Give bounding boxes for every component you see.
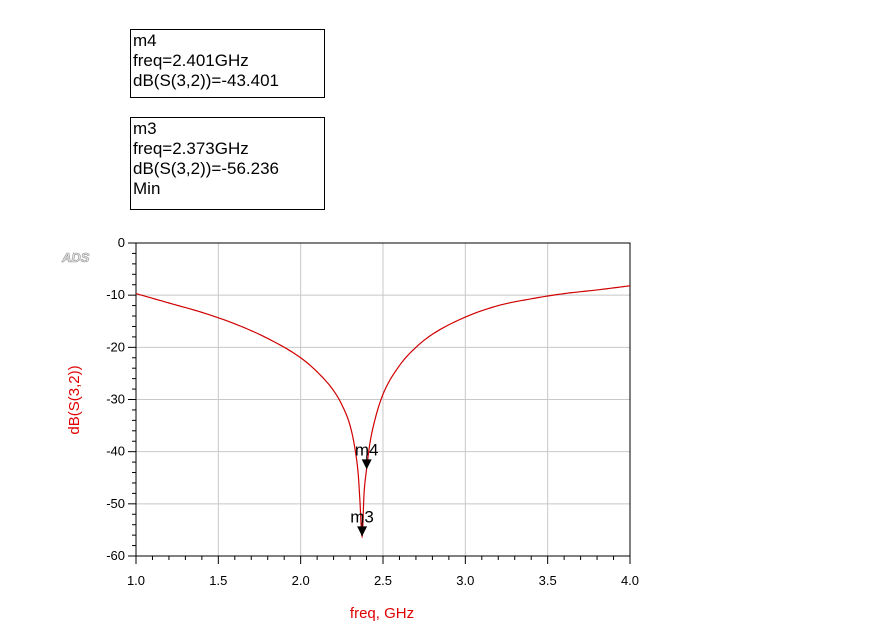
marker-symbols: m4 m3: [350, 440, 379, 537]
ads-logo: ADS: [61, 250, 90, 265]
marker-value: dB(S(3,2))=-56.236: [133, 159, 279, 178]
y-tick-label: -30: [106, 392, 125, 407]
marker-name: m4: [133, 31, 157, 50]
marker-label-m4: m4: [355, 440, 379, 459]
marker-name: m3: [133, 119, 157, 138]
x-axis-ticks: 1.0 1.5 2.0 2.5 3.0 3.5 4.0: [127, 556, 639, 588]
x-tick-label: 4.0: [621, 573, 639, 588]
x-tick-label: 1.0: [127, 573, 145, 588]
y-tick-label: -60: [106, 548, 125, 563]
y-tick-label: -10: [106, 287, 125, 302]
marker-readout-m3: m3 freq=2.373GHz dB(S(3,2))=-56.236 Min: [130, 117, 325, 210]
marker-note: Min: [133, 179, 161, 198]
y-axis-ticks: 0 -10 -20 -30 -40 -50 -60: [106, 235, 136, 563]
marker-readout-m4: m4 freq=2.401GHz dB(S(3,2))=-43.401: [130, 29, 325, 98]
y-axis-label: dB(S(3,2)): [66, 365, 83, 434]
y-tick-label: 0: [118, 235, 125, 250]
grid-lines: [135, 242, 631, 557]
x-axis-label: freq, GHz: [350, 605, 414, 622]
marker-freq: freq=2.373GHz: [133, 139, 249, 158]
marker-triangle-m3: [357, 526, 368, 537]
x-tick-label: 2.5: [374, 573, 392, 588]
x-tick-label: 3.0: [456, 573, 474, 588]
x-tick-label: 3.5: [539, 573, 557, 588]
y-tick-label: -50: [106, 496, 125, 511]
series-line: [135, 285, 631, 539]
minor-ticks: [132, 252, 615, 560]
marker-label-m3: m3: [350, 507, 374, 526]
x-tick-label: 1.5: [209, 573, 227, 588]
marker-value: dB(S(3,2))=-43.401: [133, 71, 279, 90]
y-tick-label: -20: [106, 339, 125, 354]
x-tick-label: 2.0: [292, 573, 310, 588]
marker-triangle-m4: [361, 459, 372, 470]
y-tick-label: -40: [106, 444, 125, 459]
marker-freq: freq=2.401GHz: [133, 51, 249, 70]
